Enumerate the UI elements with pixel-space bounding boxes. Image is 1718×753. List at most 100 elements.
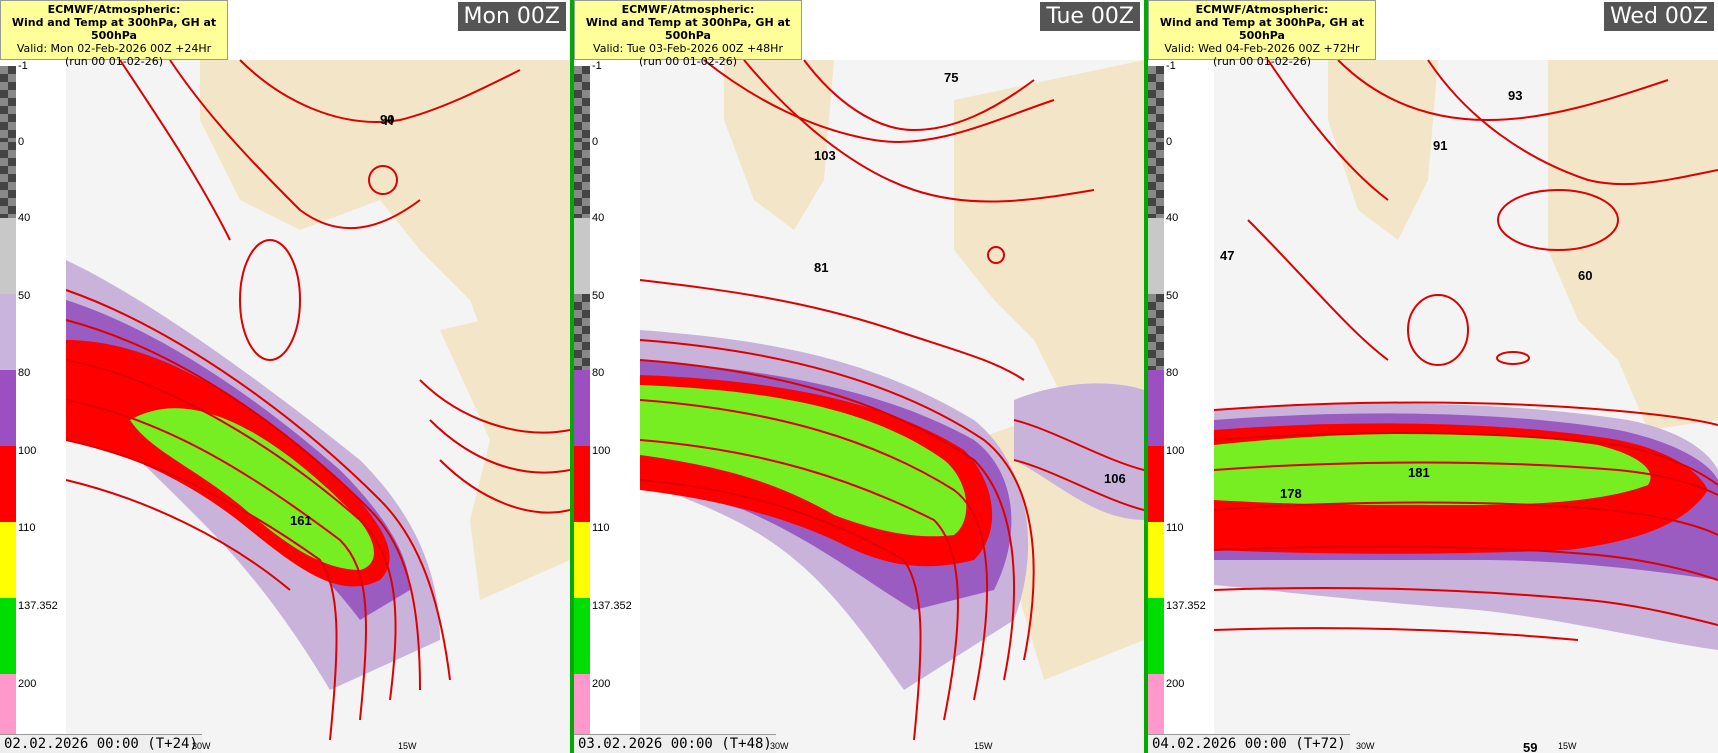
center-value-label: 47 (1220, 248, 1234, 263)
gh-contours (65, 59, 570, 741)
title-line: Wind and Temp at 300hPa, GH at 500hPa (1159, 16, 1365, 42)
scale-tick: 50 (18, 290, 31, 302)
title-line: ECMWF/Atmospheric: (621, 3, 755, 16)
center-value-label: 59 (1523, 740, 1537, 753)
scale-tick: 50 (1166, 290, 1179, 302)
center-value-label: 103 (814, 148, 836, 163)
title-line: ECMWF/Atmospheric: (47, 3, 181, 16)
scale-segment (0, 522, 16, 598)
center-value-label: 93 (1508, 88, 1522, 103)
scale-tick: 100 (592, 445, 611, 457)
scale-segment (1148, 522, 1164, 598)
color-scale: -1 0 40 50 80 100 110 137.352 200 (0, 0, 66, 753)
scale-tick: 200 (18, 678, 37, 690)
scale-segment (0, 370, 16, 446)
run-line: (run 00 01-02-26) (65, 55, 163, 68)
scale-tick: 80 (1166, 367, 1179, 379)
scale-tick: 100 (1166, 445, 1185, 457)
color-scale: -1 0 40 50 80 100 110 137.352 200 (574, 0, 640, 753)
scale-segment (1148, 294, 1164, 370)
map-panel-3: 93 91 47 60 181 178 59 -1 0 40 50 80 100… (1148, 0, 1718, 753)
land-greenland (200, 60, 570, 380)
scale-tick: -1 (18, 60, 28, 72)
valid-line: Valid: Mon 02-Feb-2026 00Z +24Hr (16, 42, 212, 55)
scale-segment (0, 66, 16, 142)
scale-tick: 137.352 (1166, 600, 1206, 612)
panel-separator (1144, 0, 1148, 753)
scale-tick: 40 (1166, 212, 1179, 224)
lon-label: 30W (192, 741, 211, 751)
scale-segment (0, 674, 16, 734)
lon-label: 15W (1558, 741, 1577, 751)
scale-tick: 137.352 (592, 600, 632, 612)
jet-green (640, 385, 967, 537)
scale-tick: 50 (592, 290, 605, 302)
scale-segment (574, 522, 590, 598)
scale-tick: 137.352 (18, 600, 58, 612)
gh-contours (1213, 59, 1718, 641)
scale-segment (574, 66, 590, 142)
lon-label: 15W (974, 741, 993, 751)
scale-segment (574, 674, 590, 734)
run-label: Wed 00Z (1603, 2, 1714, 31)
scale-tick: 100 (18, 445, 37, 457)
scale-segment (1148, 218, 1164, 294)
center-value-label: 181 (1408, 465, 1430, 480)
scale-tick: 200 (1166, 678, 1185, 690)
scale-tick: 40 (18, 212, 31, 224)
map-panel-1: H 90 161 -1 0 40 50 80 100 110 137.352 2… (0, 0, 570, 753)
run-line: (run 00 01-02-26) (639, 55, 737, 68)
date-label: 03.02.2026 00:00 (T+48) (574, 734, 776, 753)
scale-segment (574, 294, 590, 370)
lon-label: 30W (1356, 741, 1375, 751)
scale-segment (0, 598, 16, 674)
scale-segment (574, 370, 590, 446)
scale-segment (1148, 142, 1164, 218)
scale-tick: -1 (592, 60, 602, 72)
scale-tick: 0 (1166, 136, 1173, 148)
scale-tick: 0 (592, 136, 599, 148)
land-greenland (724, 60, 834, 230)
center-value-label: 91 (1433, 138, 1447, 153)
title-box: ECMWF/Atmospheric: Wind and Temp at 300h… (1148, 0, 1376, 68)
scale-tick: 80 (592, 367, 605, 379)
center-label: H (384, 113, 393, 128)
lon-label: 30W (770, 741, 789, 751)
scale-segment (574, 598, 590, 674)
scale-segment (1148, 598, 1164, 674)
center-value-label: 60 (1578, 268, 1592, 283)
scale-tick: 110 (18, 522, 36, 534)
scale-segment (1148, 66, 1164, 142)
title-line: Wind and Temp at 300hPa, GH at 500hPa (11, 16, 217, 42)
land-europe (440, 300, 570, 600)
scale-tick: 80 (18, 367, 31, 379)
map-canvas: 93 91 47 60 181 178 59 (1213, 59, 1718, 753)
scale-segment (0, 142, 16, 218)
lon-label: 15W (398, 741, 417, 751)
jet-outer (1014, 383, 1144, 520)
map-canvas: 75 103 81 106 (639, 59, 1144, 753)
scale-segment (574, 142, 590, 218)
scale-tick: 110 (592, 522, 610, 534)
title-line: ECMWF/Atmospheric: (1195, 3, 1329, 16)
center-value-label: 90 (380, 112, 394, 127)
title-box: ECMWF/Atmospheric: Wind and Temp at 300h… (0, 0, 228, 68)
color-scale: -1 0 40 50 80 100 110 137.352 200 (1148, 0, 1214, 753)
scale-segment (1148, 674, 1164, 734)
scale-tick: 0 (18, 136, 25, 148)
map-panel-2: 75 103 81 106 -1 0 40 50 80 100 110 137.… (574, 0, 1144, 753)
title-box: ECMWF/Atmospheric: Wind and Temp at 300h… (574, 0, 802, 68)
center-value-label: 75 (944, 70, 958, 85)
center-value-label: 81 (814, 260, 828, 275)
center-value-label: 178 (1280, 486, 1302, 501)
land-europe (954, 60, 1144, 420)
scale-segment (574, 218, 590, 294)
scale-segment (1148, 370, 1164, 446)
valid-line: Valid: Wed 04-Feb-2026 00Z +72Hr (1164, 42, 1360, 55)
center-value-label: 161 (290, 513, 312, 528)
gh-contours (639, 59, 1144, 741)
jet-green (130, 408, 374, 570)
scale-segment (574, 446, 590, 522)
run-label: Tue 00Z (1040, 2, 1140, 31)
jet-green (1214, 433, 1651, 505)
